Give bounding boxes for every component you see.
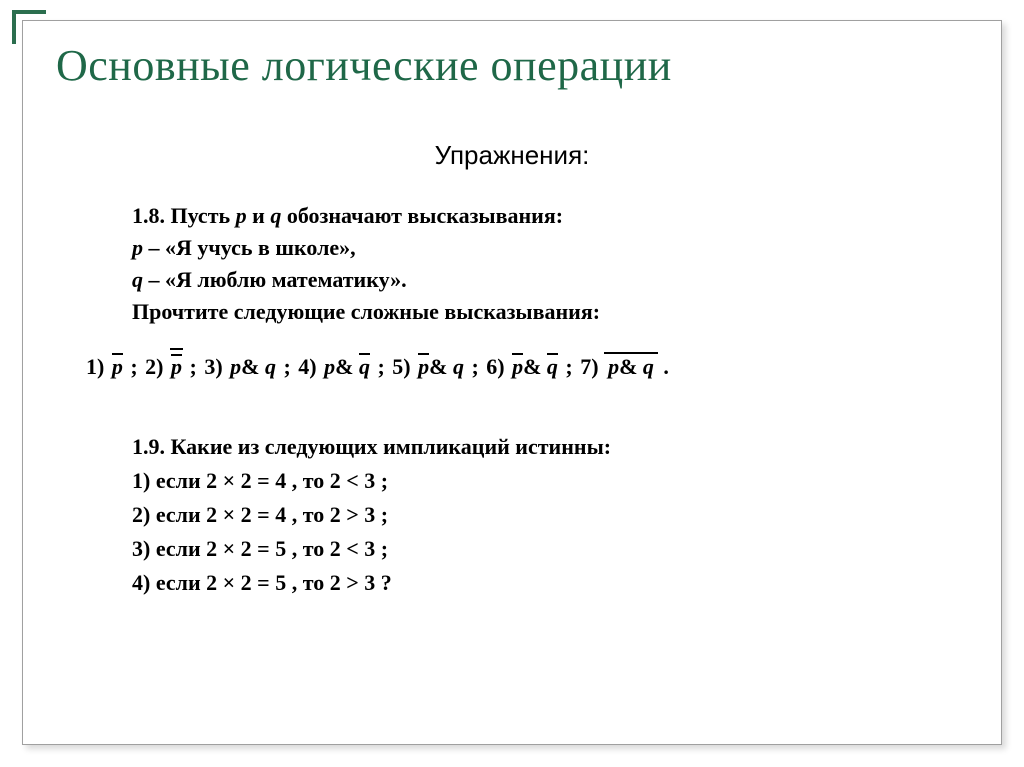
ex18-intro: Пусть xyxy=(171,203,231,228)
dash-2: – xyxy=(149,267,160,292)
formula-4: p& q xyxy=(324,352,370,383)
ex19-line1: 1) если 2 × 2 = 4 , то 2 < 3 ; xyxy=(132,464,954,498)
corner-accent xyxy=(12,10,46,44)
formula-3: p& q xyxy=(230,352,276,383)
item-2-num: 2) xyxy=(145,352,163,383)
ex19-line4: 4) если 2 × 2 = 5 , то 2 > 3 ? xyxy=(132,566,954,600)
var-p: p xyxy=(236,203,247,228)
sep-5: ; xyxy=(471,352,478,383)
formula-1: p xyxy=(112,352,123,383)
formula-5: p& q xyxy=(418,352,464,383)
q-definition: «Я люблю математику». xyxy=(165,267,407,292)
ex18-line3: q – «Я люблю математику». xyxy=(132,264,954,296)
slide-title: Основные логические операции xyxy=(56,40,672,91)
sep-1: ; xyxy=(130,352,137,383)
ex18-line2: p – «Я учусь в школе», xyxy=(132,232,954,264)
var-q-2: q xyxy=(132,267,143,292)
ex19-line2: 2) если 2 × 2 = 4 , то 2 > 3 ; xyxy=(132,498,954,532)
ex18-intro2: обозначают высказывания: xyxy=(287,203,563,228)
dash-1: – xyxy=(149,235,160,260)
formula-6: p& q xyxy=(512,352,558,383)
ex18-line4: Прочтите следующие сложные высказывания: xyxy=(132,296,954,328)
ex19-line3: 3) если 2 × 2 = 5 , то 2 < 3 ; xyxy=(132,532,954,566)
sep-6: ; xyxy=(565,352,572,383)
sep-2: ; xyxy=(189,352,196,383)
ex18-number: 1.8. xyxy=(132,203,165,228)
var-q: q xyxy=(270,203,281,228)
sep-4: ; xyxy=(377,352,384,383)
ex18-line1: 1.8. Пусть p и q обозначают высказывания… xyxy=(132,200,954,232)
item-4-num: 4) xyxy=(298,352,316,383)
exercise-1-9: 1.9. Какие из следующих импликаций истин… xyxy=(132,430,954,600)
item-5-num: 5) xyxy=(392,352,410,383)
exercise-1-8: 1.8. Пусть p и q обозначают высказывания… xyxy=(132,200,954,328)
ex19-intro: Какие из следующих импликаций истинны: xyxy=(171,434,612,459)
sep-3: ; xyxy=(283,352,290,383)
end-dot: . xyxy=(663,352,669,383)
p-definition: «Я учусь в школе», xyxy=(165,235,356,260)
ex19-header: 1.9. Какие из следующих импликаций истин… xyxy=(132,430,954,464)
ex19-number: 1.9. xyxy=(132,434,165,459)
slide-subtitle: Упражнения: xyxy=(0,140,1024,171)
item-7-num: 7) xyxy=(580,352,598,383)
item-3-num: 3) xyxy=(204,352,222,383)
item-1-num: 1) xyxy=(86,352,104,383)
formula-7: p& q xyxy=(606,352,656,383)
word-and: и xyxy=(252,203,265,228)
ex18-formula-row: 1) p ; 2) p ; 3) p& q ; 4) p& q ; 5) p& … xyxy=(86,352,964,383)
formula-2: p xyxy=(171,352,182,383)
item-6-num: 6) xyxy=(486,352,504,383)
var-p-2: p xyxy=(132,235,143,260)
